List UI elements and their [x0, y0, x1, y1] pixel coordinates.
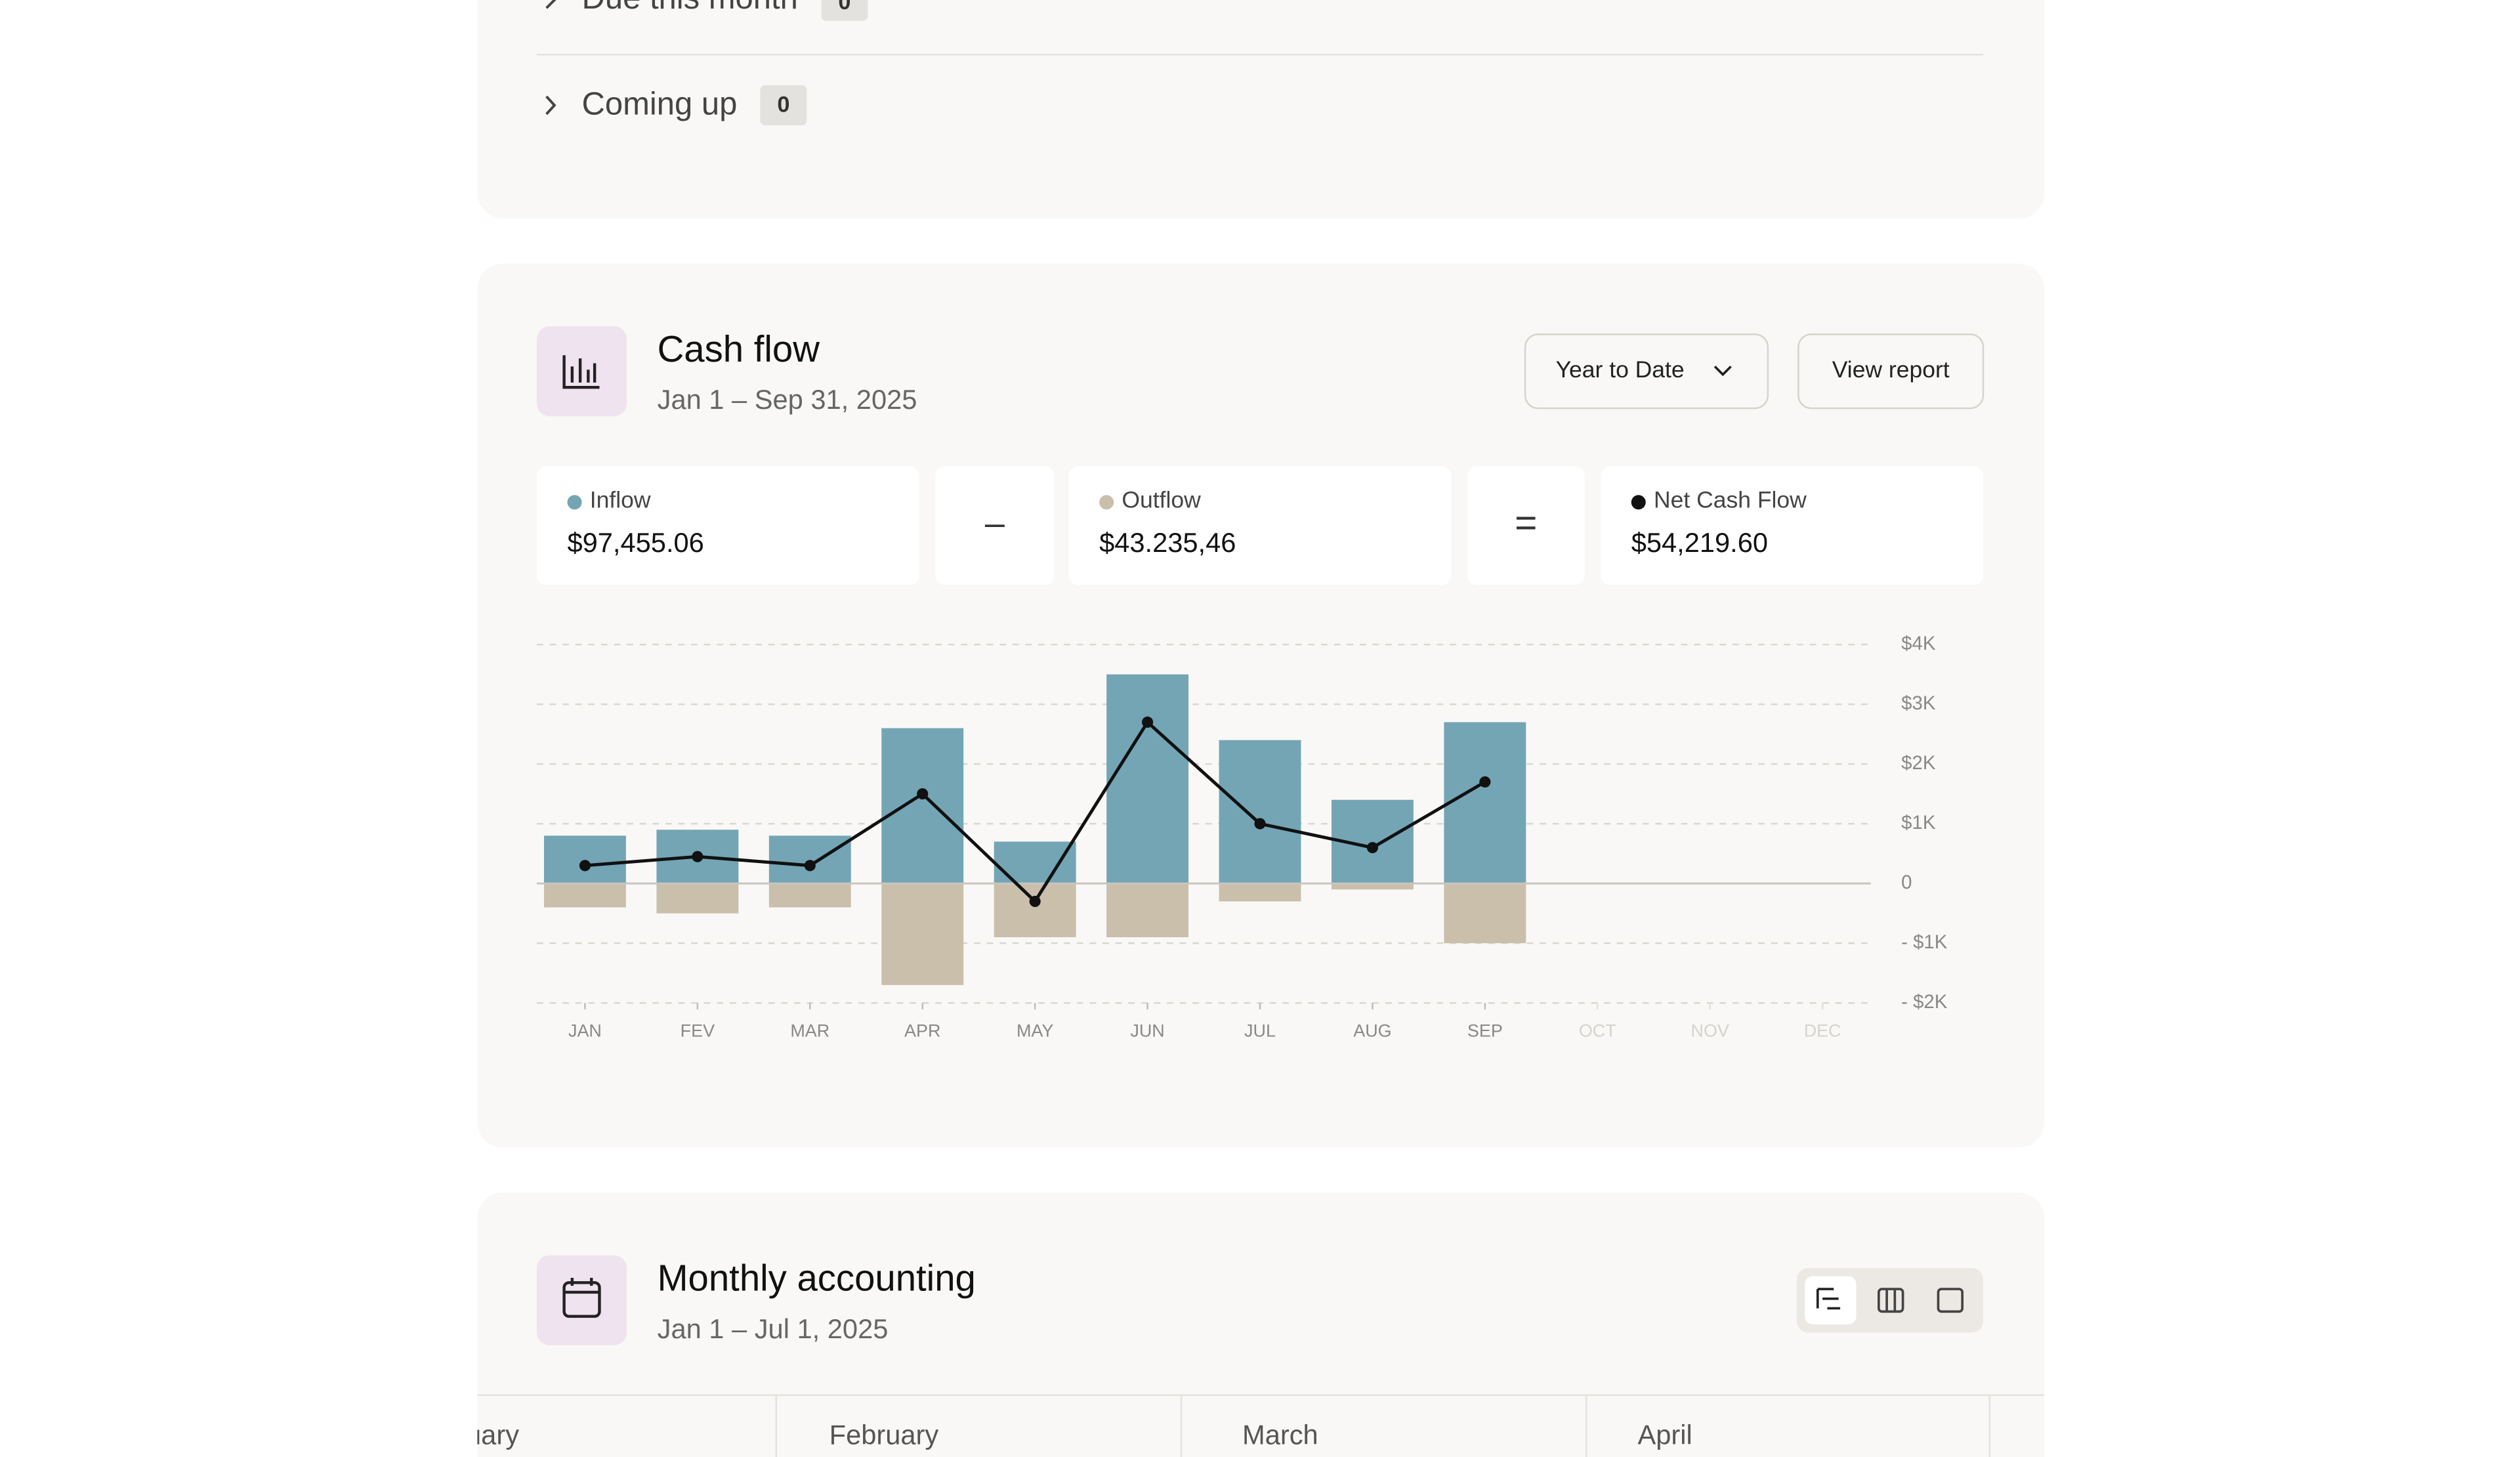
icon-box — [536, 1255, 627, 1345]
legend-label: Net Cash Flow — [1654, 486, 1807, 513]
view-report-button[interactable] — [1797, 333, 1984, 410]
inflow-bar — [881, 728, 964, 884]
outflow-bar — [994, 883, 1076, 938]
x-tick-label: NOV — [1691, 1021, 1729, 1040]
button-label[interactable]: View report — [1832, 356, 1950, 383]
count: 0 — [838, 0, 850, 14]
y-tick-label: $1K — [1901, 812, 1936, 834]
y-tick-label: - $1K — [1901, 931, 1948, 953]
month-columns: January February March April — [422, 1394, 2045, 1457]
y-tick-label: $2K — [1901, 752, 1936, 774]
dropdown-chevron[interactable] — [1713, 366, 1732, 377]
inflow-bar — [768, 835, 851, 884]
chevron[interactable] — [545, 95, 556, 116]
x-tick-label: JAN — [568, 1021, 602, 1040]
chevron[interactable] — [545, 0, 556, 9]
inflow-bar — [1106, 674, 1189, 884]
count: 0 — [777, 93, 789, 117]
icon-box — [536, 326, 627, 417]
x-tick-label: DEC — [1804, 1021, 1841, 1040]
x-tick-label: JUL — [1244, 1021, 1276, 1040]
x-tick-label: AUG — [1353, 1021, 1391, 1040]
month-label: February — [830, 1419, 939, 1450]
summary-card — [1068, 466, 1452, 585]
summary-value: $43.235,46 — [1099, 527, 1236, 558]
y-tick-label: $4K — [1901, 633, 1936, 654]
x-tick-label: SEP — [1467, 1021, 1503, 1040]
calendar-icon-detail — [564, 1277, 600, 1294]
month-label: January — [422, 1419, 519, 1450]
card-title: Monthly accounting — [658, 1257, 976, 1299]
net-point — [579, 860, 591, 872]
x-tick-label: JUN — [1130, 1021, 1164, 1040]
x-tick-label: FEV — [681, 1021, 715, 1040]
outflow-bar — [881, 883, 964, 985]
inflow-bar — [994, 841, 1076, 884]
cash-flow-chart: $4K $3K $2K $1K 0 - $1K - $2K JAN FEV MAR APR MAY JU… — [536, 633, 1948, 1040]
outflow-bar — [1219, 883, 1301, 902]
outflow-bar — [1106, 883, 1189, 938]
card-subtitle: Jan 1 – Jul 1, 2025 — [658, 1313, 889, 1344]
y-tick-label: 0 — [1901, 872, 1912, 893]
toggle-active[interactable] — [1805, 1276, 1857, 1324]
columns-icon-detail[interactable] — [1885, 1289, 1897, 1312]
net-point — [1479, 776, 1491, 788]
net-point — [1029, 895, 1041, 907]
period-dropdown[interactable] — [1524, 333, 1769, 410]
y-tick-label: $3K — [1901, 692, 1936, 714]
outflow-bar — [656, 883, 739, 914]
chart-icon — [562, 355, 600, 389]
net-point — [1142, 716, 1154, 728]
operator-box — [935, 466, 1055, 585]
calendar-view-icon[interactable] — [1937, 1288, 1964, 1313]
dropdown-label[interactable]: Year to Date — [1556, 356, 1685, 383]
summary-card — [1601, 466, 1984, 585]
outflow-bar — [1331, 883, 1414, 890]
x-tick-label: OCT — [1579, 1021, 1616, 1040]
calendar-icon — [562, 1281, 601, 1318]
group-label[interactable]: Coming up — [582, 87, 738, 122]
card-subtitle: Jan 1 – Sep 31, 2025 — [658, 384, 917, 415]
group-label[interactable]: Due this month — [582, 0, 798, 16]
legend-dot — [1099, 495, 1114, 510]
outflow-bar — [543, 883, 626, 908]
legend-label: Outflow — [1122, 486, 1201, 513]
count-badge — [760, 85, 807, 126]
card-title: Cash flow — [658, 328, 820, 370]
x-tick-label: MAY — [1017, 1021, 1053, 1040]
month-label: March — [1242, 1419, 1318, 1450]
operator: = — [1515, 501, 1537, 544]
net-point — [692, 851, 704, 862]
y-tick-label: - $2K — [1901, 991, 1948, 1013]
net-point — [1254, 818, 1266, 830]
inflow-bar — [1219, 740, 1301, 884]
inflow-bar — [1444, 722, 1526, 884]
monthly-card — [477, 1193, 2045, 1457]
outflow-bar — [768, 883, 851, 908]
net-point — [804, 860, 816, 872]
timeline-icon[interactable] — [1816, 1288, 1841, 1310]
x-tick-label: APR — [904, 1021, 940, 1040]
legend-dot — [1631, 495, 1646, 510]
summary-card — [536, 466, 919, 585]
net-point — [1366, 841, 1378, 854]
count-badge — [821, 0, 868, 21]
x-tick-label: MAR — [790, 1021, 830, 1040]
columns-icon[interactable] — [1878, 1288, 1904, 1313]
net-point — [917, 788, 929, 800]
operator: – — [985, 503, 1005, 543]
legend-dot — [567, 495, 582, 510]
outflow-bar — [1444, 883, 1526, 944]
inflow-bar — [543, 835, 626, 884]
legend-label: Inflow — [590, 486, 651, 513]
summary-value: $97,455.06 — [567, 527, 704, 558]
summary-value: $54,219.60 — [1631, 527, 1768, 558]
month-label: April — [1638, 1419, 1692, 1450]
operator-box — [1467, 466, 1585, 585]
